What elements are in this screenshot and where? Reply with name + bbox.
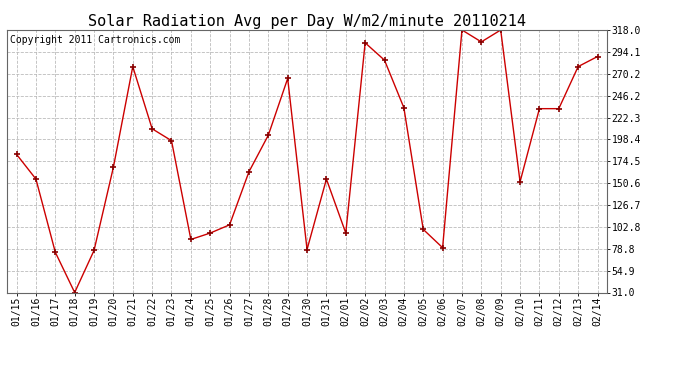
Text: Copyright 2011 Cartronics.com: Copyright 2011 Cartronics.com — [10, 35, 180, 45]
Title: Solar Radiation Avg per Day W/m2/minute 20110214: Solar Radiation Avg per Day W/m2/minute … — [88, 14, 526, 29]
